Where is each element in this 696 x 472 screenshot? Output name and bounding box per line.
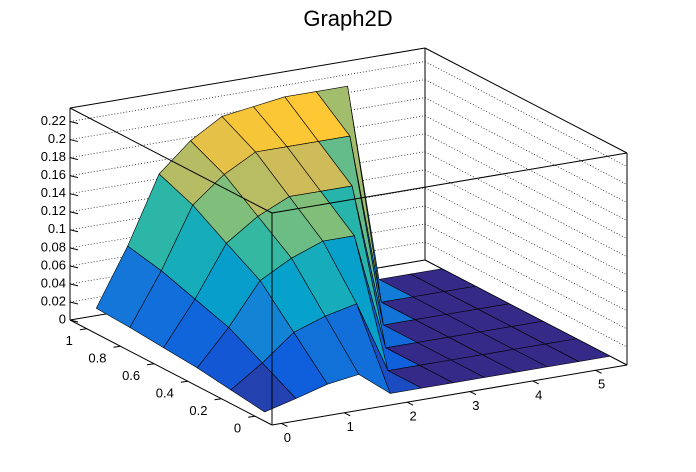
grid-line (69, 97, 628, 203)
z-tick-label: 0.1 (48, 221, 66, 236)
z-tick (69, 301, 79, 305)
grid-line (69, 79, 628, 185)
x-tick-label: 2 (409, 409, 416, 424)
z-tick (69, 175, 79, 179)
x-tick-label: 5 (598, 377, 605, 392)
box-edge (69, 107, 273, 214)
z-tick (69, 139, 79, 143)
y-tick-label: 0.8 (88, 351, 106, 366)
z-tick-label: 0.12 (41, 203, 66, 218)
z-tick (69, 265, 79, 269)
z-tick (69, 211, 79, 215)
y-tick-label: 0.6 (122, 368, 140, 383)
z-tick-label: 0.18 (41, 149, 66, 164)
x-tick (344, 412, 351, 417)
x-tick (532, 380, 539, 385)
grid-line (69, 61, 628, 167)
z-tick-label: 0 (59, 311, 66, 326)
x-tick-label: 0 (284, 430, 291, 445)
y-tick (147, 363, 155, 366)
surface-cell (230, 362, 297, 413)
x-tick (281, 422, 288, 427)
z-tick (69, 193, 79, 197)
box-edge (271, 152, 628, 214)
x-tick-label: 3 (472, 398, 479, 413)
x-tick-label: 4 (535, 387, 542, 402)
z-tick-label: 0.04 (41, 275, 66, 290)
box-edge (424, 47, 628, 154)
z-tick-label: 0.06 (41, 257, 66, 272)
x-tick (406, 401, 414, 406)
z-tick-label: 0.2 (48, 131, 66, 146)
y-tick-label: 0.2 (189, 403, 207, 418)
box-edge (69, 47, 426, 109)
z-tick-label: 0.02 (41, 293, 66, 308)
x-tick (469, 391, 477, 395)
z-tick-label: 0.16 (41, 167, 66, 182)
x-tick (595, 369, 602, 374)
x-tick-label: 1 (347, 419, 354, 434)
y-tick-label: 1 (66, 333, 73, 348)
y-tick-label: 0.4 (156, 386, 174, 401)
z-tick (69, 283, 79, 287)
chart-title: Graph2D (303, 6, 392, 31)
z-tick-label: 0.14 (41, 185, 66, 200)
y-tick (180, 380, 188, 383)
z-tick (69, 247, 79, 251)
z-tick (69, 229, 79, 233)
y-tick (79, 328, 87, 331)
z-tick (69, 121, 79, 125)
z-tick-label: 0.22 (41, 113, 66, 128)
y-axis (69, 319, 273, 426)
y-tick (248, 415, 256, 418)
z-tick-label: 0.08 (41, 239, 66, 254)
x-axis (271, 364, 628, 426)
y-tick-label: 0 (234, 421, 241, 436)
y-tick (113, 345, 121, 348)
z-tick (69, 157, 79, 161)
y-tick (214, 398, 222, 401)
